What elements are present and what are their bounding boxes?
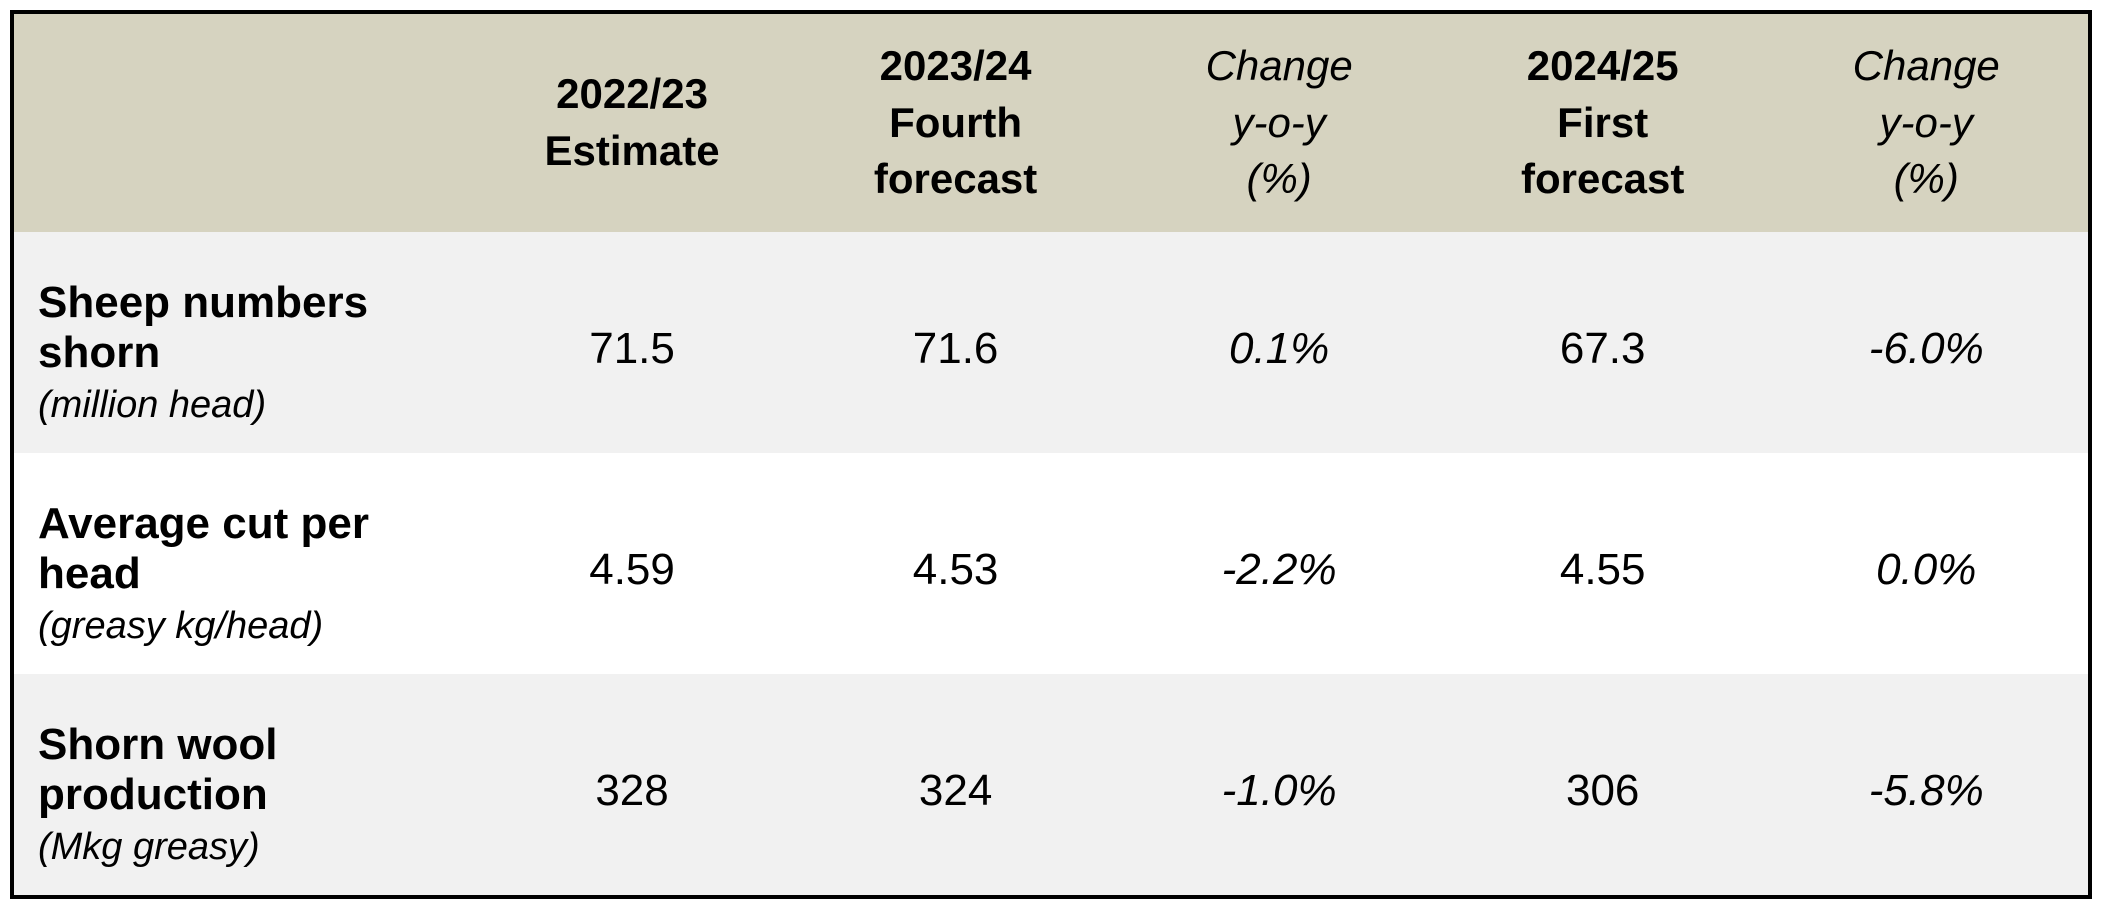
header-col-4: 2024/25Firstforecast [1441, 14, 1765, 232]
cell-value: 4.55 [1441, 453, 1765, 674]
cell-value: 4.53 [794, 453, 1118, 674]
table-row: Shorn wool production(Mkg greasy)328324-… [14, 674, 2088, 895]
cell-value: 306 [1441, 674, 1765, 895]
row-main-label: Average cut per head [38, 499, 462, 599]
cell-value: 67.3 [1441, 232, 1765, 453]
header-col-2: 2023/24Fourthforecast [794, 14, 1118, 232]
cell-value: -1.0% [1117, 674, 1441, 895]
cell-value: 71.5 [470, 232, 794, 453]
cell-value: 0.1% [1117, 232, 1441, 453]
row-main-label: Sheep numbers shorn [38, 278, 462, 378]
row-label: Sheep numbers shorn (million head) [14, 232, 470, 453]
cell-value: 71.6 [794, 232, 1118, 453]
cell-value: 324 [794, 674, 1118, 895]
cell-value: -5.8% [1764, 674, 2088, 895]
table-row: Sheep numbers shorn (million head)71.571.… [14, 232, 2088, 453]
row-sub-label: (Mkg greasy) [38, 826, 462, 869]
row-main-label: Shorn wool production [38, 720, 462, 820]
header-col-1: 2022/23Estimate [470, 14, 794, 232]
header-col-5: Changey-o-y(%) [1764, 14, 2088, 232]
row-sub-label: (greasy kg/head) [38, 605, 462, 648]
row-label: Average cut per head (greasy kg/head) [14, 453, 470, 674]
cell-value: 328 [470, 674, 794, 895]
table-body: Sheep numbers shorn (million head)71.571.… [14, 232, 2088, 895]
cell-value: 4.59 [470, 453, 794, 674]
cell-value: 0.0% [1764, 453, 2088, 674]
row-sub-label: (million head) [38, 384, 462, 427]
cell-value: -6.0% [1764, 232, 2088, 453]
row-label: Shorn wool production (Mkg greasy) [14, 674, 470, 895]
header-col-3: Changey-o-y(%) [1117, 14, 1441, 232]
forecast-table-wrapper: 2022/23Estimate2023/24FourthforecastChan… [10, 10, 2092, 899]
cell-value: -2.2% [1117, 453, 1441, 674]
table-header: 2022/23Estimate2023/24FourthforecastChan… [14, 14, 2088, 232]
header-empty [14, 14, 470, 232]
forecast-table: 2022/23Estimate2023/24FourthforecastChan… [14, 14, 2088, 895]
header-row: 2022/23Estimate2023/24FourthforecastChan… [14, 14, 2088, 232]
table-row: Average cut per head (greasy kg/head)4.59… [14, 453, 2088, 674]
